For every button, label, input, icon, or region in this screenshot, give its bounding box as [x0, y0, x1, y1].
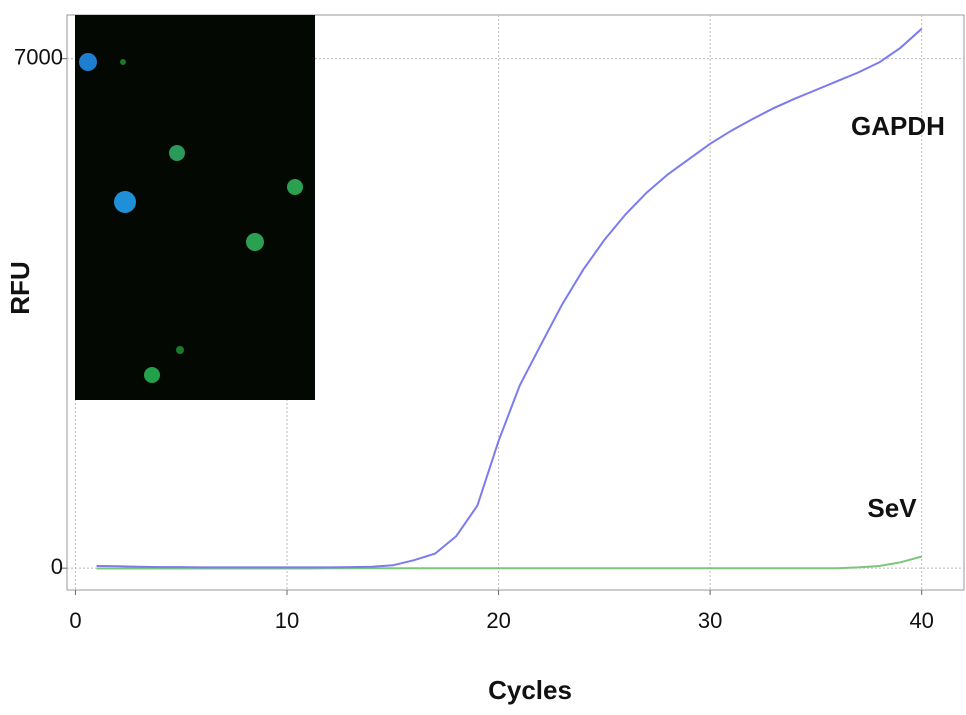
x-tick-label: 10 [275, 608, 299, 633]
micrograph [75, 15, 315, 400]
cell [79, 53, 97, 71]
series-line [96, 555, 922, 570]
cell [169, 145, 185, 161]
x-tick-label: 40 [909, 608, 933, 633]
cell [144, 367, 160, 383]
cell [176, 346, 184, 354]
inset-image [75, 15, 315, 400]
x-tick-label: 20 [486, 608, 510, 633]
series-annotation: GAPDH [851, 111, 945, 141]
cell [120, 59, 126, 65]
x-tick-label: 30 [698, 608, 722, 633]
data-layer [96, 28, 923, 570]
x-axis-label: Cycles [488, 675, 572, 705]
series-line [96, 28, 923, 569]
cell [246, 233, 264, 251]
y-axis-label: RFU [5, 261, 35, 314]
cell [114, 191, 136, 213]
series-annotation: SeV [867, 493, 917, 523]
y-tick-label: 7000 [14, 44, 63, 69]
cell [287, 179, 303, 195]
y-tick-label: 0 [51, 554, 63, 579]
x-tick-label: 0 [69, 608, 81, 633]
